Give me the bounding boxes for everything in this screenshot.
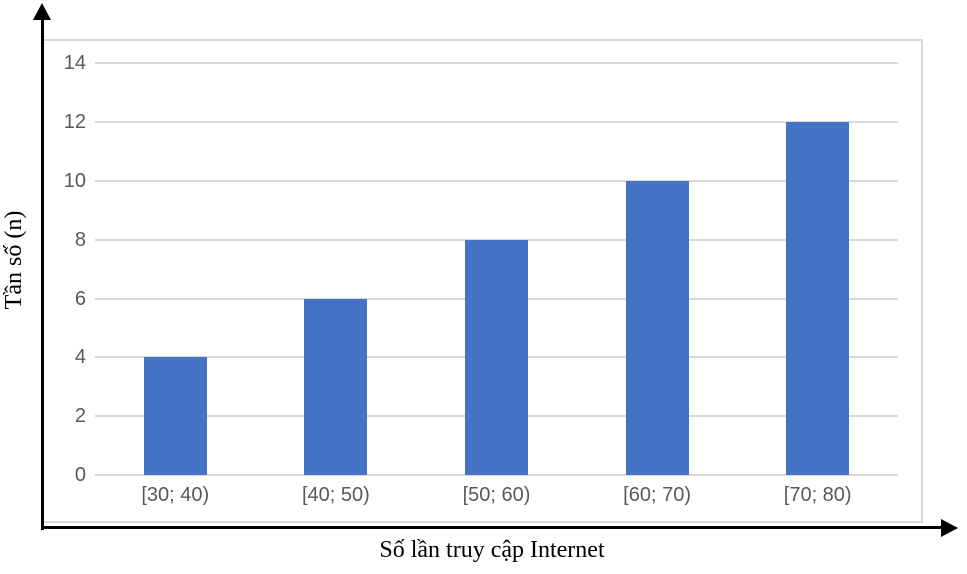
y-tick-label-12: 12 — [63, 111, 86, 134]
gridline-10 — [95, 180, 898, 182]
bar-[30; 40) — [143, 357, 207, 475]
x-axis-arrowhead-icon — [941, 519, 958, 537]
gridline-14 — [95, 62, 898, 65]
y-tick-label-2: 2 — [74, 405, 86, 428]
x-category-label-0: [30; 40) — [141, 484, 210, 506]
gridline-0 — [95, 474, 898, 476]
x-category-label-1: [40; 50) — [301, 484, 370, 506]
x-axis-title: Số lần truy cập Internet — [379, 537, 605, 563]
y-tick-label-14: 14 — [63, 52, 86, 75]
y-tick-label-4: 4 — [74, 346, 86, 369]
y-tick-label-6: 6 — [74, 287, 86, 310]
y-axis-title: Tần số (n) — [1, 210, 27, 310]
x-category-label-2: [50; 60) — [462, 484, 531, 506]
y-tick-label-0: 0 — [74, 464, 86, 486]
bar-[50; 60) — [465, 239, 528, 475]
x-category-label-4: [70; 80) — [783, 484, 852, 506]
gridline-12 — [95, 121, 898, 124]
x-category-label-3: [60; 70) — [623, 484, 691, 506]
bar-[40; 50) — [304, 298, 368, 475]
y-tick-label-8: 8 — [74, 228, 86, 251]
y-axis-line — [41, 16, 44, 530]
y-tick-label-10: 10 — [63, 170, 86, 192]
bar-[60; 70) — [625, 181, 689, 475]
y-axis-arrowhead-icon — [33, 3, 51, 20]
x-axis-line — [41, 526, 942, 529]
bar-[70; 80) — [786, 122, 850, 475]
